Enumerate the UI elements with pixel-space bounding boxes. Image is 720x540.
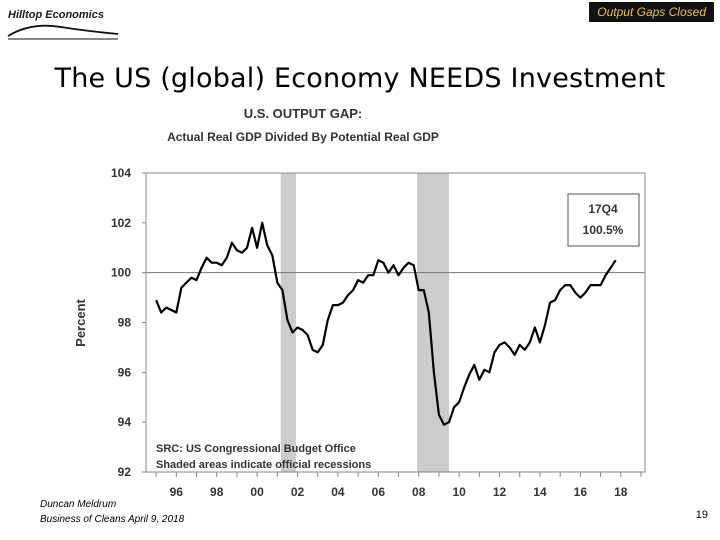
x-tick-label: 06 — [372, 485, 386, 499]
y-tick-label: 96 — [118, 365, 132, 379]
annotation-box: 17Q4 100.5% — [567, 193, 640, 247]
output-gap-chart: U.S. OUTPUT GAP: Actual Real GDP Divided… — [60, 100, 660, 510]
y-tick-label: 94 — [118, 415, 132, 429]
hilltop-economics-logo: Hilltop Economics — [6, 4, 121, 42]
page-number: 19 — [695, 509, 708, 521]
y-axis-label: Percent — [73, 298, 88, 346]
y-tick-label: 100 — [111, 266, 131, 280]
chart-title: U.S. OUTPUT GAP: — [244, 106, 362, 121]
output-gaps-closed-badge: Output Gaps Closed — [589, 2, 714, 22]
x-tick-label: 16 — [574, 485, 588, 499]
recession-band-2 — [417, 173, 450, 472]
recession-note: Shaded areas indicate official recession… — [156, 459, 371, 471]
x-tick-label: 04 — [331, 485, 345, 499]
source-note: SRC: US Congressional Budget Office — [156, 443, 356, 455]
slide-title: The US (global) Economy NEEDS Investment — [54, 63, 666, 94]
y-tick-label: 92 — [118, 465, 132, 479]
y-tick-label: 102 — [111, 216, 131, 230]
x-tick-label: 14 — [533, 485, 547, 499]
annotation-value: 100.5% — [583, 223, 624, 237]
footer: Duncan Meldrum Business of Cleans April … — [40, 497, 184, 527]
x-tick-label: 18 — [614, 485, 628, 499]
footer-event: Business of Cleans April 9, 2018 — [40, 514, 185, 525]
annotation-frame — [567, 193, 640, 247]
x-tick-label: 96 — [170, 485, 184, 499]
hill-logo-icon — [7, 24, 119, 40]
x-tick-label: 10 — [452, 485, 466, 499]
output-gap-chart-svg: U.S. OUTPUT GAP: Actual Real GDP Divided… — [73, 106, 646, 499]
x-tick-label: 12 — [493, 485, 507, 499]
annotation-period: 17Q4 — [588, 202, 618, 216]
x-tick-label: 08 — [412, 485, 426, 499]
logo-text: Hilltop Economics — [8, 9, 104, 21]
footer-author: Duncan Meldrum — [40, 499, 117, 510]
x-tick-label: 00 — [250, 485, 264, 499]
y-tick-label: 98 — [118, 316, 132, 330]
x-tick-label: 02 — [291, 485, 305, 499]
chart-subtitle: Actual Real GDP Divided By Potential Rea… — [167, 130, 439, 144]
x-tick-label: 98 — [210, 485, 224, 499]
y-tick-label: 104 — [111, 166, 131, 180]
series-line-output-gap — [155, 221, 617, 426]
